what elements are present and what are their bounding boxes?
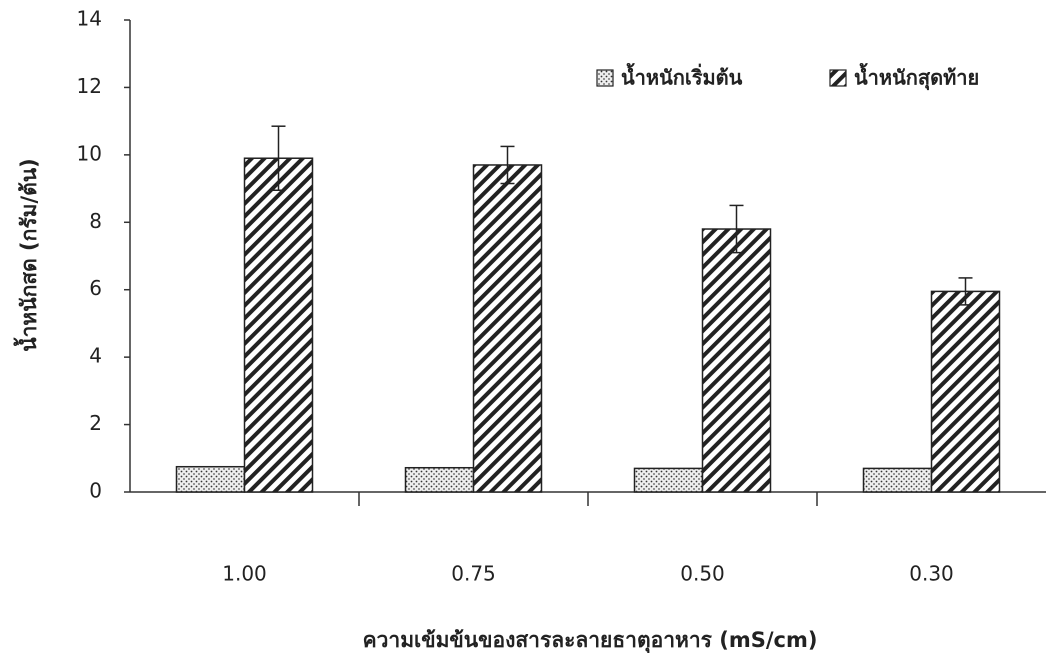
legend-swatch: [596, 69, 614, 87]
bar: [472, 164, 543, 493]
x-axis-label: ความเข้มข้นของสารละลายธาตุอาหาร (mS/cm): [363, 628, 818, 654]
y-tick-label: 10: [77, 141, 102, 165]
bar: [404, 466, 475, 493]
y-tick-label: 8: [89, 209, 102, 233]
bar: [175, 465, 246, 493]
y-tick-label: 6: [89, 276, 102, 300]
y-tick-label: 2: [89, 411, 102, 435]
y-tick-label: 0: [89, 479, 102, 503]
x-tick-label: 0.75: [451, 562, 496, 586]
y-tick-label: 4: [89, 344, 102, 368]
bar: [633, 467, 704, 493]
x-tick-label: 0.50: [680, 562, 725, 586]
legend-label: น้ำหนักสุดท้าย: [854, 63, 979, 91]
y-axis-label: น้ำหนักสด (กรัม/ต้น): [13, 158, 41, 352]
legend-label: น้ำหนักเริ่มต้น: [621, 63, 743, 90]
x-tick-label: 0.30: [909, 562, 954, 586]
y-tick-label: 14: [77, 7, 102, 31]
x-tick-label: 1.00: [222, 562, 267, 586]
bar: [243, 157, 314, 493]
legend-swatch: [829, 69, 847, 87]
bar: [701, 228, 772, 493]
y-tick-label: 12: [77, 74, 102, 98]
bar: [930, 290, 1001, 493]
bar: [862, 467, 933, 493]
